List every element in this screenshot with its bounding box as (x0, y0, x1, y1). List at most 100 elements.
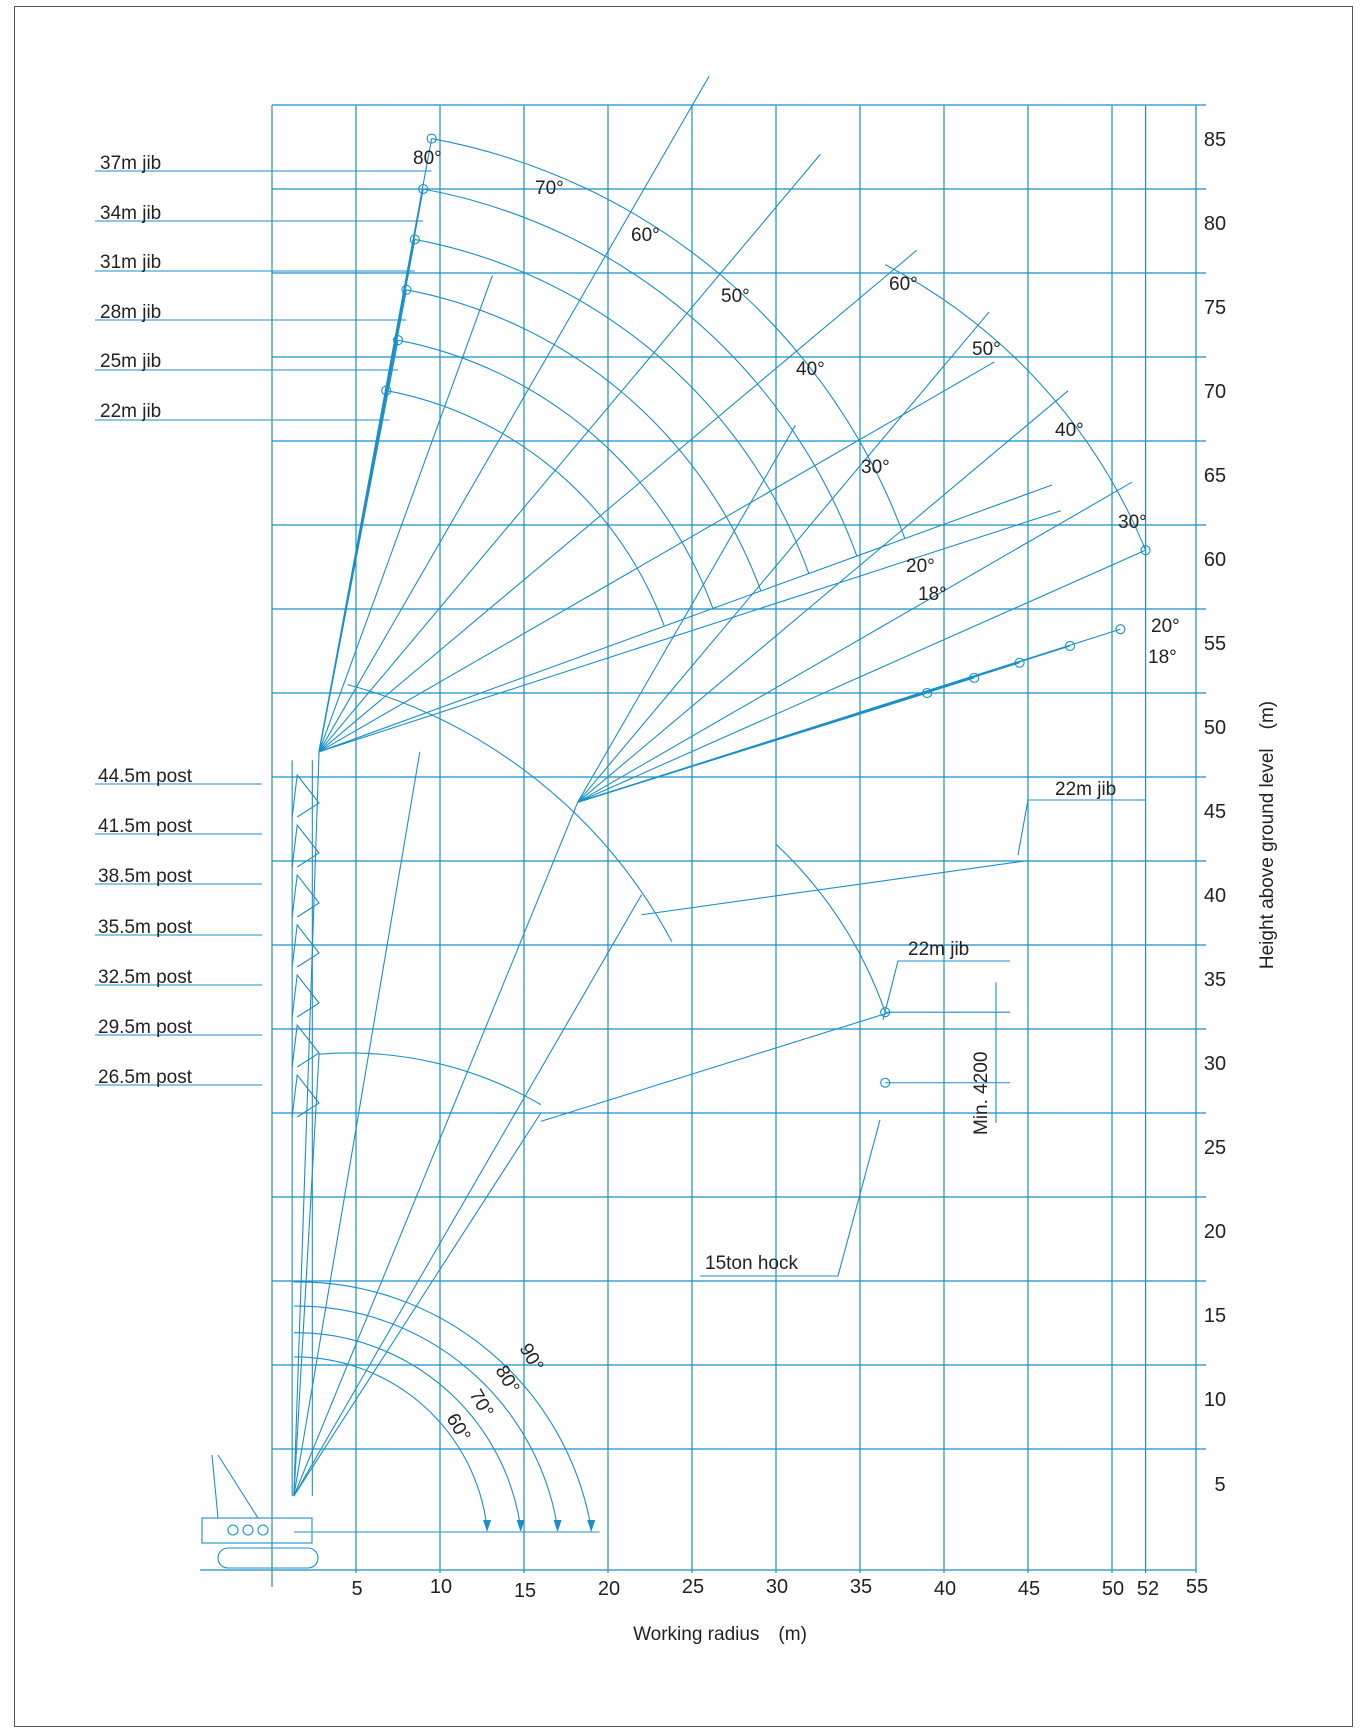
y-tick-label: 15 (1204, 1305, 1226, 1327)
x-tick-label: 52 (1137, 1578, 1159, 1600)
boom-line (293, 894, 643, 1497)
jib-tip-marker (426, 133, 437, 144)
y-tick-label: 50 (1204, 717, 1226, 739)
outer-radial-line (577, 425, 796, 803)
jib-line (318, 390, 387, 752)
boom-line (293, 1054, 320, 1497)
x-tick-label: 30 (766, 1576, 788, 1598)
jib-label: 34m jib (100, 203, 161, 224)
radial-line (318, 510, 1062, 753)
y-tick-labels: 5 10 15 20 25 30 35 40 45 50 55 60 65 70… (1204, 129, 1226, 1496)
y-tick-label: 20 (1204, 1221, 1226, 1243)
angle-label: 50° (972, 339, 1001, 360)
x-tick-label: 35 (850, 1576, 872, 1598)
radial-line (318, 76, 710, 753)
jib-arc (397, 339, 714, 609)
radial-line (318, 275, 493, 752)
jib-tip-marker (409, 234, 420, 245)
boom-lines (95, 76, 1147, 1569)
angle-label: 20° (1151, 616, 1180, 637)
crane-track (217, 1547, 319, 1569)
post-label: 35.5m post (98, 917, 193, 938)
jib-arc (406, 289, 762, 592)
jib-label: 25m jib (100, 351, 161, 372)
crane-wheel (257, 1524, 269, 1536)
post-section (291, 973, 320, 1018)
arrow-head (587, 1520, 596, 1532)
post-label: 38.5m post (98, 866, 193, 887)
y-tick-label: 80 (1204, 213, 1226, 235)
base-angle-arc (293, 1305, 559, 1529)
y-tick-label: 70 (1204, 381, 1226, 403)
outer-tip-marker (1014, 657, 1025, 668)
y-tick-label: 5 (1214, 1474, 1225, 1496)
y-tick-label: 60 (1204, 549, 1226, 571)
post-label: 32.5m post (98, 967, 193, 988)
angle-label: 40° (1055, 420, 1084, 441)
radial-line (318, 361, 995, 753)
jib-label: 28m jib (100, 302, 161, 323)
arrow-head (553, 1520, 562, 1532)
hook-bottom-marker (880, 1077, 891, 1088)
angle-label: 70° (465, 1386, 498, 1421)
angle-label: 30° (1118, 512, 1147, 533)
x-tick-label: 10 (430, 1576, 452, 1598)
mid-arc (347, 684, 673, 942)
crane-wheel (242, 1524, 254, 1536)
outer-jib-line (577, 692, 928, 803)
angle-label: 40° (796, 359, 825, 380)
outer-radial-line (577, 311, 990, 803)
outer-jib-line (577, 549, 1146, 803)
lower-jib-line (540, 1011, 891, 1122)
lower-jib-arc (775, 843, 886, 1013)
jib-label: 37m jib (100, 153, 161, 174)
base-angle-arc (293, 1356, 488, 1529)
post-label: 29.5m post (98, 1017, 193, 1038)
x-tick-label: 40 (934, 1578, 956, 1600)
outer-radial-line (577, 390, 1069, 803)
crane-wheel (227, 1524, 239, 1536)
y-tick-label: 55 (1204, 633, 1226, 655)
jib-callout-upper: 22m jib (1055, 779, 1116, 800)
y-tick-label: 10 (1204, 1389, 1226, 1411)
jib-arc (423, 188, 858, 557)
angle-label: 60° (442, 1410, 475, 1445)
boom-line (293, 1112, 542, 1497)
jib-tip-marker (418, 183, 429, 195)
y-tick-label: 85 (1204, 129, 1226, 151)
radial-line (318, 484, 1053, 753)
outer-tip-marker (922, 687, 933, 699)
post-section (291, 1023, 320, 1068)
jib-arc (386, 390, 665, 627)
jib-labels: 37m jib 34m jib 31m jib 28m jib 25m jib … (100, 153, 161, 422)
x-tick-label: 45 (1018, 1578, 1040, 1600)
jib-tip-marker (381, 385, 392, 396)
arrow-head (483, 1520, 492, 1532)
base-angle-arc (293, 1332, 522, 1529)
min-clearance-label: Min. 4200 (971, 1052, 992, 1135)
outer-tip-marker (1064, 640, 1076, 652)
radial-line (318, 250, 917, 753)
crane-stay (217, 1454, 259, 1519)
x-tick-label: 50 (1102, 1578, 1124, 1600)
post-label: 41.5m post (98, 816, 193, 837)
mid-angle-labels: 60° 50° 40° 30° 20° 18° (889, 274, 1180, 668)
page-frame (14, 6, 1353, 1727)
x-tick-labels: 5 10 15 20 25 30 35 40 45 50 52 55 (351, 1576, 1208, 1602)
callout-leader (1017, 799, 1146, 856)
outer-tip-marker (1115, 624, 1126, 635)
angle-label: 50° (721, 286, 750, 307)
post-label: 44.5m post (98, 766, 193, 787)
angle-label: 60° (889, 274, 918, 295)
chart-marks (227, 133, 1151, 1536)
post-section (291, 923, 320, 968)
arrow-head (516, 1520, 525, 1532)
x-tick-label: 20 (598, 1578, 620, 1600)
post-section (291, 1073, 320, 1118)
outer-tip-marker (1140, 545, 1151, 556)
jib-label: 31m jib (100, 252, 161, 273)
post-section (291, 823, 320, 868)
outer-tip-marker (969, 672, 980, 683)
y-tick-label: 45 (1204, 801, 1226, 823)
